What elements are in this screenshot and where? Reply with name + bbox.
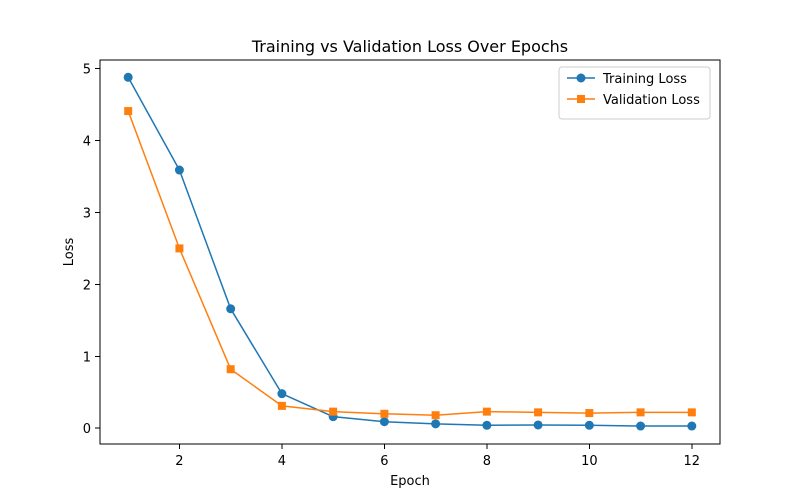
x-tick-label: 8	[483, 454, 491, 469]
training-loss-point	[687, 421, 697, 431]
y-tick-label: 1	[83, 350, 91, 365]
validation-loss-point	[277, 401, 286, 410]
x-axis-label: Epoch	[390, 474, 430, 489]
y-tick-label: 5	[83, 63, 91, 78]
x-tick-label: 12	[684, 454, 701, 469]
y-tick-label: 3	[83, 206, 91, 221]
legend-validation-loss-marker	[577, 95, 585, 103]
validation-loss-point	[124, 107, 133, 116]
validation-loss-point	[534, 408, 543, 417]
validation-loss-point	[380, 409, 389, 418]
training-loss-point	[379, 417, 389, 427]
training-loss-point	[174, 165, 184, 175]
y-tick-label: 4	[83, 135, 91, 150]
y-tick-label: 0	[83, 422, 91, 437]
training-loss-line	[127, 76, 692, 427]
legend-training-loss-label: Training Loss	[602, 72, 687, 87]
training-loss-point	[533, 420, 543, 430]
training-loss-point	[226, 304, 236, 314]
validation-loss-point	[585, 409, 594, 418]
validation-loss-point	[175, 244, 184, 253]
validation-loss-line	[127, 110, 692, 416]
y-tick-label: 2	[83, 278, 91, 293]
chart-title: Training vs Validation Loss Over Epochs	[251, 37, 568, 56]
x-tick-label: 2	[175, 454, 183, 469]
validation-loss-point	[226, 365, 235, 374]
validation-loss-point	[431, 411, 440, 420]
legend-frame	[558, 66, 711, 120]
y-axis-label: Loss	[62, 238, 77, 267]
x-tick-label: 4	[278, 454, 286, 469]
training-loss-point	[123, 72, 133, 82]
x-axis: 2 4 6 8 10 12	[175, 444, 700, 469]
legend-validation-loss-label: Validation Loss	[603, 93, 700, 108]
plot-area	[123, 72, 697, 431]
validation-loss-point	[636, 408, 645, 417]
legend: Training Loss Validation Loss	[558, 66, 711, 120]
validation-loss-point	[329, 407, 338, 416]
axes-frame	[99, 59, 721, 445]
validation-loss-point	[687, 408, 696, 417]
validation-loss-point	[482, 407, 491, 416]
y-axis: 0 1 2 3 4 5	[83, 63, 100, 437]
legend-training-loss-marker	[576, 73, 586, 83]
training-loss-point	[431, 419, 441, 429]
training-loss-point	[482, 420, 492, 430]
training-loss-point	[636, 421, 646, 431]
x-tick-label: 10	[581, 454, 598, 469]
training-loss-point	[584, 420, 594, 430]
x-tick-label: 6	[380, 454, 388, 469]
training-loss-point	[277, 389, 287, 399]
